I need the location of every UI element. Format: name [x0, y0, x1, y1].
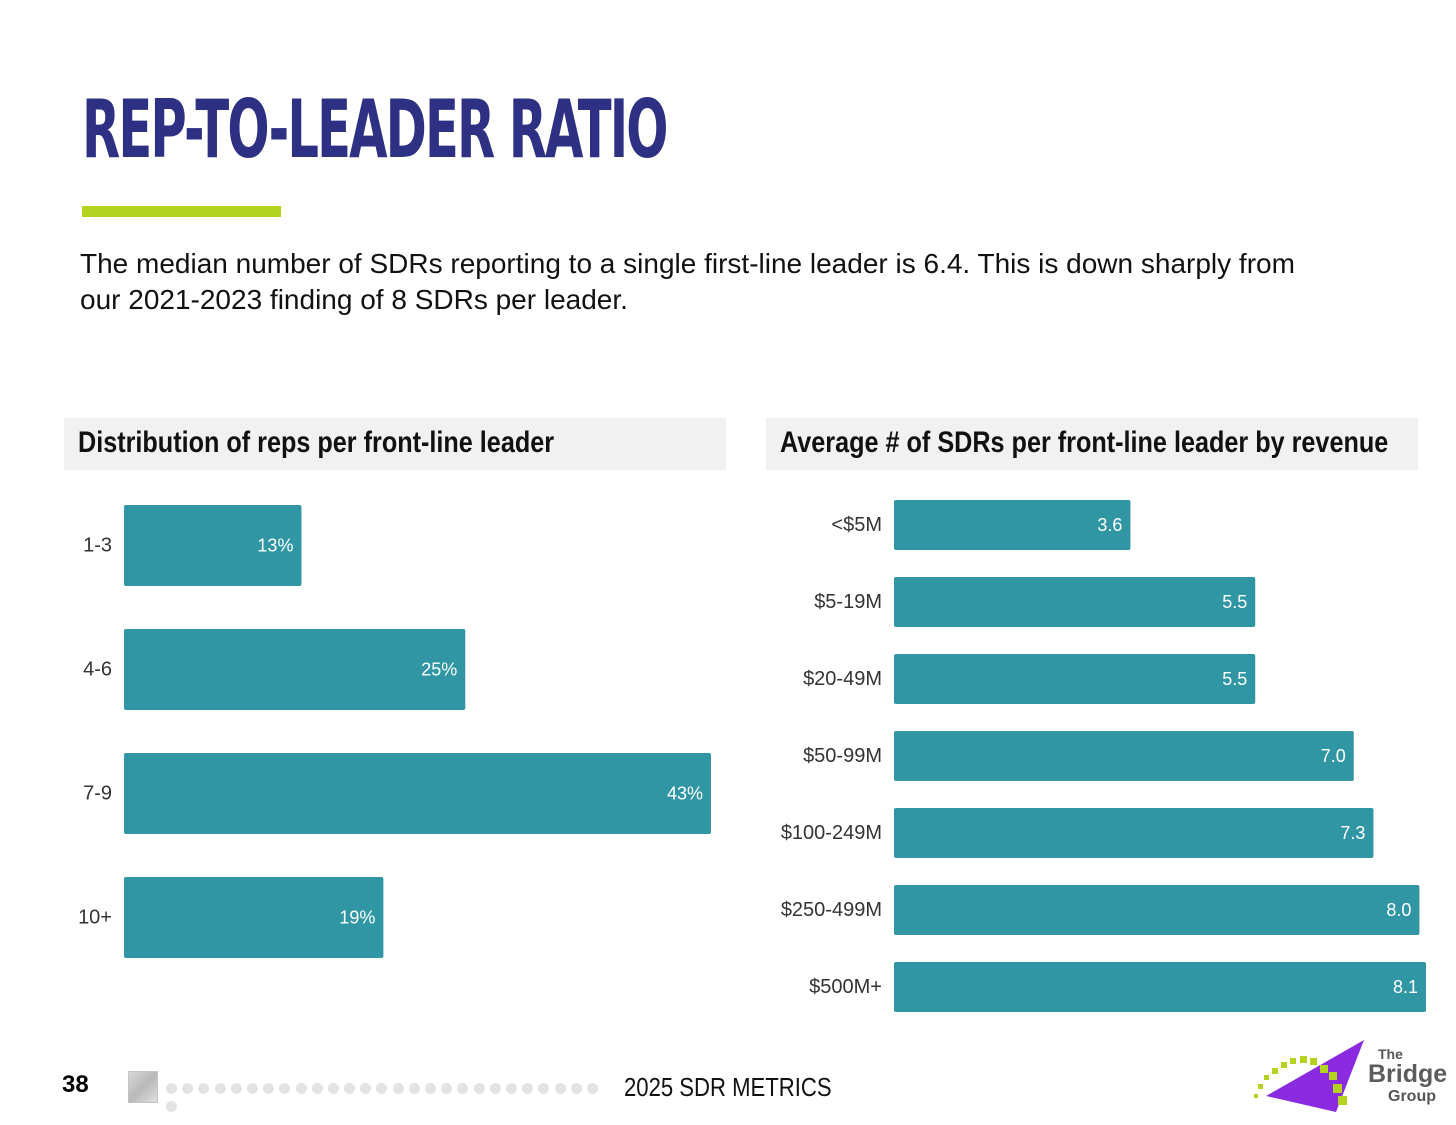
footer-dot — [182, 1083, 194, 1094]
footer-dot — [214, 1083, 226, 1094]
footer-dot — [327, 1083, 339, 1094]
distribution-bar — [124, 505, 302, 586]
revenue-bar — [894, 654, 1256, 704]
footer-dot — [344, 1083, 356, 1094]
footer-dot — [489, 1083, 501, 1094]
footer-dot — [263, 1083, 275, 1094]
footer-dot — [570, 1083, 582, 1094]
footer-dot — [246, 1083, 258, 1094]
revenue-category-label: $500M+ — [809, 976, 882, 998]
revenue-bar — [894, 577, 1256, 627]
distribution-value-label: 13% — [257, 536, 293, 556]
revenue-category-label: $250-499M — [781, 899, 882, 921]
revenue-value-label: 7.3 — [1340, 823, 1365, 843]
footer-dot — [457, 1083, 469, 1094]
logo-text-bridge: Bridge — [1368, 1060, 1448, 1088]
chart-header-revenue: Average # of SDRs per front-line leader … — [766, 418, 1418, 470]
distribution-category-label: 10+ — [78, 907, 112, 929]
footer-dot — [441, 1083, 453, 1094]
chart-title-distribution: Distribution of reps per front-line lead… — [78, 426, 555, 459]
revenue-value-label: 8.1 — [1393, 977, 1418, 997]
revenue-value-label: 5.5 — [1222, 592, 1247, 612]
distribution-value-label: 43% — [667, 784, 703, 804]
distribution-value-label: 19% — [339, 908, 375, 928]
logo-text-group: Group — [1388, 1088, 1436, 1105]
distribution-bar — [124, 629, 466, 710]
thumbnail-icon — [128, 1071, 158, 1103]
footer-dot-divider — [166, 1081, 616, 1112]
footer-dot — [376, 1083, 388, 1094]
bridge-group-logo-icon — [1254, 1040, 1364, 1112]
footer-dot — [538, 1083, 550, 1094]
revenue-bar — [894, 731, 1354, 781]
revenue-category-label: $50-99M — [803, 745, 882, 767]
title-accent-bar — [82, 206, 281, 217]
footer-dot — [554, 1083, 566, 1094]
revenue-value-label: 5.5 — [1222, 669, 1247, 689]
chart-header-distribution: Distribution of reps per front-line lead… — [64, 418, 726, 470]
distribution-value-label: 25% — [421, 660, 457, 680]
footer-dot — [279, 1083, 291, 1094]
distribution-category-label: 7-9 — [83, 783, 112, 805]
revenue-value-label: 7.0 — [1321, 746, 1346, 766]
revenue-bar — [894, 808, 1374, 858]
chart-title-revenue: Average # of SDRs per front-line leader … — [780, 426, 1389, 459]
footer-dot — [311, 1083, 323, 1094]
revenue-bar — [894, 962, 1426, 1012]
footer-dot — [392, 1083, 404, 1094]
revenue-category-label: $100-249M — [781, 822, 882, 844]
footer-dot — [408, 1083, 420, 1094]
footer-dot — [505, 1083, 517, 1094]
logo-text-the: The — [1378, 1046, 1403, 1062]
distribution-category-label: 4-6 — [83, 659, 112, 681]
footer-dot — [198, 1083, 210, 1094]
footer-dot — [473, 1083, 485, 1094]
distribution-category-label: 1-3 — [83, 535, 112, 557]
footer-dot — [586, 1083, 598, 1094]
footer-dot — [360, 1083, 372, 1094]
footer-dot — [425, 1083, 436, 1094]
revenue-category-label: $20-49M — [803, 668, 882, 690]
revenue-value-label: 3.6 — [1097, 515, 1122, 535]
footer-report-title: 2025 SDR METRICS — [624, 1072, 832, 1102]
footer-dot — [166, 1101, 177, 1112]
page-number: 38 — [62, 1071, 89, 1098]
distribution-bar — [124, 877, 384, 958]
revenue-value-label: 8.0 — [1386, 900, 1411, 920]
distribution-bar — [124, 753, 711, 834]
footer-dot — [166, 1083, 177, 1094]
revenue-category-label: <$5M — [831, 514, 882, 536]
footer-dot — [230, 1083, 242, 1094]
page-description: The median number of SDRs reporting to a… — [80, 248, 1295, 315]
revenue-category-label: $5-19M — [814, 591, 882, 613]
footer-dot — [522, 1083, 534, 1094]
revenue-bar — [894, 885, 1420, 935]
footer-dot — [295, 1083, 307, 1094]
revenue-bar — [894, 500, 1131, 550]
page-title: REP-TO-LEADER RATIO — [82, 83, 668, 176]
